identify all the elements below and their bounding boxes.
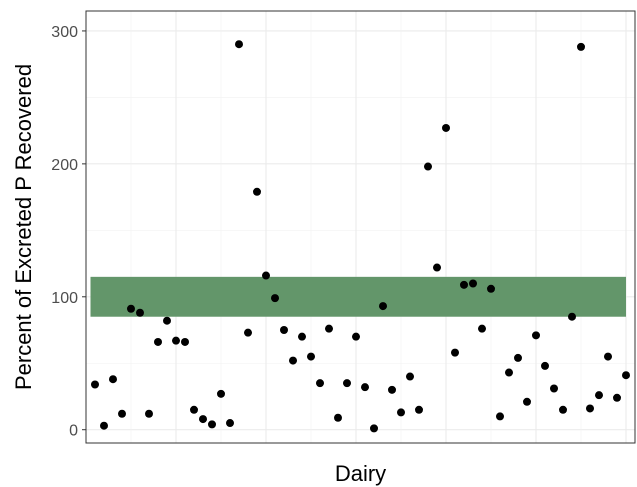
- reference-band: [90, 276, 626, 317]
- data-point: [424, 162, 432, 171]
- data-point: [343, 379, 351, 388]
- y-tick-label: 200: [51, 157, 78, 174]
- data-point: [208, 420, 216, 429]
- data-point: [235, 40, 243, 49]
- data-point: [307, 352, 315, 361]
- data-point: [226, 419, 234, 428]
- data-point: [433, 263, 441, 272]
- data-point: [406, 372, 414, 381]
- data-point: [253, 187, 261, 196]
- data-point: [532, 331, 540, 340]
- data-point: [280, 326, 288, 335]
- y-tick-label: 300: [51, 24, 78, 41]
- data-point: [136, 308, 144, 317]
- data-point: [118, 409, 126, 418]
- data-point: [559, 405, 567, 414]
- data-point: [271, 294, 279, 303]
- data-point: [586, 404, 594, 413]
- data-point: [181, 337, 189, 346]
- data-point: [262, 271, 270, 280]
- data-point: [289, 356, 297, 365]
- data-point: [325, 324, 333, 333]
- data-point: [523, 397, 531, 406]
- data-point: [595, 391, 603, 400]
- y-axis-title: Percent of Excreted P Recovered: [11, 64, 36, 390]
- data-point: [163, 316, 171, 325]
- data-point: [379, 302, 387, 311]
- data-point: [298, 332, 306, 341]
- data-point: [550, 384, 558, 393]
- reference-band-layer: [90, 276, 626, 317]
- data-point: [622, 371, 630, 380]
- data-point: [451, 348, 459, 357]
- data-point: [460, 280, 468, 289]
- data-point: [199, 415, 207, 424]
- data-point: [334, 413, 342, 422]
- data-point: [487, 284, 495, 293]
- data-point: [397, 408, 405, 417]
- data-point: [244, 328, 252, 337]
- data-point: [577, 42, 585, 51]
- data-point: [370, 424, 378, 433]
- data-point: [541, 361, 549, 370]
- data-point: [442, 123, 450, 132]
- y-tick-label: 0: [69, 423, 78, 440]
- data-point: [172, 336, 180, 345]
- data-point: [613, 393, 621, 402]
- data-point: [604, 352, 612, 361]
- x-axis-title: Dairy: [335, 461, 386, 486]
- data-point: [568, 312, 576, 321]
- data-point: [352, 332, 360, 341]
- data-point: [91, 380, 99, 389]
- data-point: [361, 383, 369, 392]
- data-point: [109, 375, 117, 384]
- data-point: [505, 368, 513, 377]
- data-point: [388, 385, 396, 394]
- data-point: [469, 279, 477, 288]
- data-points: [91, 40, 630, 433]
- y-tick-label: 100: [51, 290, 78, 307]
- data-point: [496, 412, 504, 421]
- data-point: [514, 353, 522, 362]
- data-point: [415, 405, 423, 414]
- data-point: [217, 389, 225, 398]
- y-axis-ticks: 0 100 200 300: [51, 24, 86, 440]
- data-point: [127, 304, 135, 313]
- data-point: [145, 409, 153, 418]
- data-point: [316, 379, 324, 388]
- data-point: [100, 421, 108, 430]
- data-point: [190, 405, 198, 414]
- data-point: [478, 324, 486, 333]
- data-point: [154, 337, 162, 346]
- plot-panel-border: [85, 10, 636, 444]
